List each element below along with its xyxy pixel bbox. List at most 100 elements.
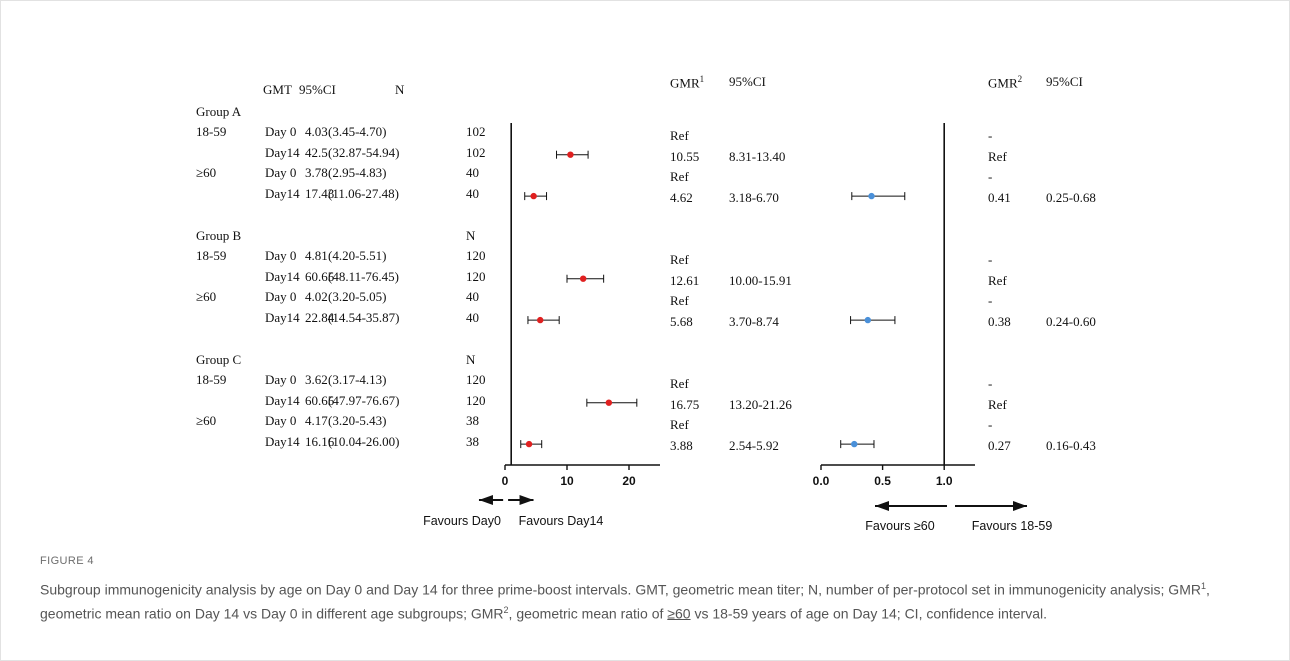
- day-cell: Day 0: [265, 289, 297, 305]
- point-estimate: [525, 440, 533, 448]
- figure-label: FIGURE 4: [40, 555, 94, 567]
- day-cell: Day14: [265, 310, 300, 326]
- favours-label-right: Favours 18-59: [972, 519, 1053, 533]
- gmr2-cell: Ref: [988, 272, 1007, 288]
- caption-fragment: Subgroup immunogenicity analysis by age …: [40, 581, 1201, 598]
- gmr1-cell: Ref: [670, 293, 689, 309]
- gmr1-cell: Ref: [670, 417, 689, 433]
- favours-label-left: Favours Day0: [423, 514, 501, 528]
- gmt-cell: 4.03: [305, 124, 328, 139]
- tick-label: 10: [560, 474, 574, 488]
- gmr2-cell: Ref: [988, 148, 1007, 164]
- arrow-head: [875, 501, 889, 511]
- gmt-ci-cell: (3.20-5.43): [328, 413, 387, 429]
- gmt-cell: 3.62: [305, 372, 328, 387]
- age-cell: 18-59: [196, 124, 227, 139]
- gmr1-cell: Ref: [670, 252, 689, 267]
- n-cell: 102: [466, 124, 486, 139]
- day-cell: Day 0: [265, 124, 297, 139]
- arrow-head: [478, 495, 493, 505]
- tick-label: 1.0: [936, 474, 953, 488]
- gmr2-ci-cell: 0.24-0.60: [1046, 314, 1096, 330]
- n-cell: 120: [466, 248, 486, 263]
- day-cell: Day14: [265, 268, 300, 284]
- n-cell: 120: [466, 372, 486, 387]
- header-gmr2: GMR2: [988, 74, 1023, 91]
- tick-label: 0.0: [813, 474, 830, 488]
- day-cell: Day14: [265, 392, 300, 408]
- caption-fragment: ≥60: [667, 605, 691, 622]
- group-n-header: N: [466, 352, 476, 367]
- tick-label: 0.5: [874, 474, 891, 488]
- gmt-cell: 22.84: [305, 310, 335, 326]
- gmt-ci-cell: (14.54-35.87): [328, 310, 400, 326]
- n-cell: 40: [466, 165, 479, 181]
- arrow-head: [1013, 501, 1027, 511]
- gmr1-ci-cell: 10.00-15.91: [729, 272, 792, 288]
- gmr1-cell: Ref: [670, 376, 689, 391]
- gmr1-ci-cell: 3.70-8.74: [729, 314, 779, 330]
- favours-label-left: Favours ≥60: [865, 519, 934, 533]
- point-estimate: [868, 192, 875, 200]
- gmt-ci-cell: (3.45-4.70): [328, 124, 387, 139]
- gmt-cell: 4.81: [305, 248, 328, 263]
- gmr2-cell: 0.38: [988, 314, 1011, 330]
- day-cell: Day 0: [265, 413, 297, 429]
- tick-label: 0: [502, 474, 509, 488]
- gmt-ci-cell: (47.97-76.67): [328, 392, 400, 408]
- group-label: Group B: [196, 228, 242, 243]
- gmr1-cell: Ref: [670, 128, 689, 143]
- gmr1-ci-cell: 13.20-21.26: [729, 396, 792, 412]
- gmt-cell: 60.65: [305, 392, 335, 408]
- age-cell: 18-59: [196, 248, 227, 263]
- day-cell: Day 0: [265, 372, 297, 387]
- gmr2-cell: -: [988, 252, 993, 267]
- day-cell: Day14: [265, 144, 300, 160]
- n-cell: 40: [466, 186, 479, 202]
- caption-fragment: , geometric mean ratio on Day 14 vs Day …: [40, 581, 1210, 622]
- gmr2-cell: -: [988, 417, 993, 433]
- gmr2-cell: 0.27: [988, 438, 1011, 454]
- gmt-ci-cell: (48.11-76.45): [328, 268, 400, 284]
- group-n-header: N: [466, 228, 476, 243]
- gmt-ci-cell: (11.06-27.48): [328, 186, 400, 202]
- point-estimate: [567, 151, 574, 158]
- caption-fragment: 2: [503, 604, 509, 615]
- n-cell: 38: [466, 413, 479, 429]
- gmr1-ci-cell: 3.18-6.70: [729, 190, 779, 206]
- gmr1-cell: 16.75: [670, 396, 700, 412]
- gmt-ci-cell: (3.17-4.13): [328, 372, 387, 387]
- gmt-cell: 16.16: [305, 434, 335, 450]
- n-cell: 102: [466, 144, 486, 160]
- day-cell: Day 0: [265, 248, 297, 263]
- gmr1-cell: 5.68: [670, 314, 693, 330]
- gmt-cell: 4.02: [305, 289, 328, 305]
- header-gmr1: GMR1: [670, 74, 705, 91]
- age-cell: ≥60: [196, 413, 217, 429]
- age-cell: ≥60: [196, 289, 217, 305]
- gmr2-cell: -: [988, 293, 993, 309]
- gmr1-cell: 4.62: [670, 190, 693, 206]
- point-estimate: [530, 192, 537, 200]
- gmr1-cell: Ref: [670, 169, 689, 185]
- day-cell: Day14: [265, 434, 300, 450]
- gmt-ci-cell: (3.20-5.05): [328, 289, 387, 305]
- point-estimate: [537, 316, 544, 324]
- point-estimate: [864, 316, 872, 324]
- caption-text: Subgroup immunogenicity analysis by age …: [40, 576, 1260, 623]
- favours-label-right: Favours Day14: [519, 514, 604, 528]
- gmr2-ci-cell: 0.16-0.43: [1046, 438, 1096, 454]
- point-estimate: [851, 440, 858, 448]
- header-gmt: GMT: [263, 82, 292, 97]
- n-cell: 120: [466, 268, 486, 284]
- header-n: N: [395, 82, 405, 97]
- gmr1-cell: 3.88: [670, 438, 693, 454]
- caption-fragment: , geometric mean ratio of: [508, 605, 668, 622]
- gmr2-ci-cell: 0.25-0.68: [1046, 190, 1096, 206]
- n-cell: 120: [466, 392, 486, 408]
- header-gmr2-ci: 95%CI: [1046, 74, 1083, 89]
- gmt-cell: 60.65: [305, 268, 335, 284]
- gmt-cell: 4.17: [305, 413, 328, 429]
- gmt-ci-cell: (2.95-4.83): [328, 165, 387, 181]
- gmt-ci-cell: (4.20-5.51): [328, 248, 387, 263]
